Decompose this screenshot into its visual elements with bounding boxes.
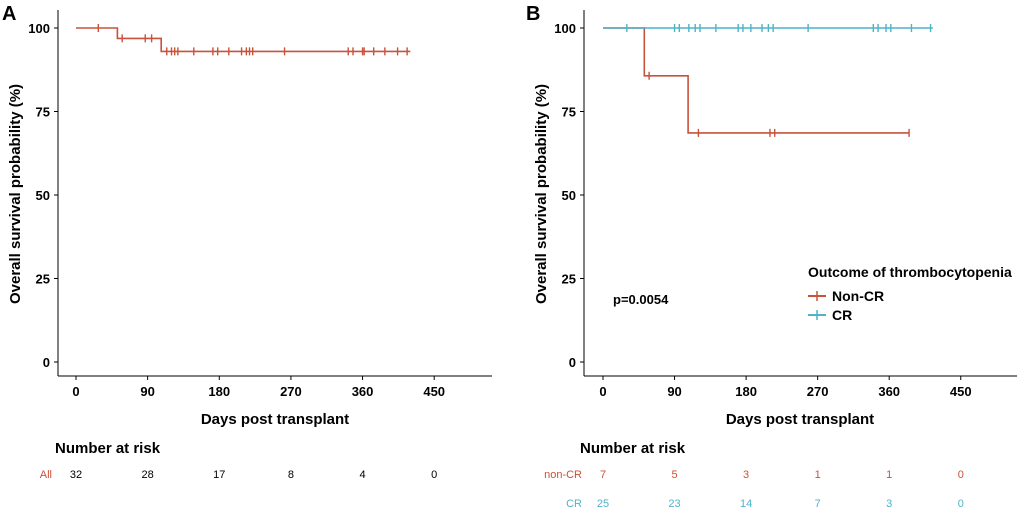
panel-b-x-tick-label-0: 0 [599, 384, 606, 399]
panel-a-x-tick-label-360: 360 [352, 384, 374, 399]
panel-b-risk-value: 0 [958, 469, 964, 481]
panel-b-risk-value: 1 [815, 469, 821, 481]
p-value: p=0.0054 [613, 292, 669, 307]
panel-a-y-axis-title: Overall survival probability (%) [7, 84, 24, 304]
panel-b-risk-value: 23 [668, 498, 680, 510]
panel-b-risk-value: 1 [886, 469, 892, 481]
panel-b-x-tick-label-450: 450 [950, 384, 972, 399]
panel-b-x-axis-title: Days post transplant [726, 411, 874, 428]
panel-a-x-tick-label-180: 180 [208, 384, 230, 399]
panel-b-y-tick-label-0: 0 [569, 355, 576, 370]
panel-a-x-axis-title: Days post transplant [201, 411, 349, 428]
panel-a: A 0 25 50 75 100 0 90 180 270 360 450 Days post tr… [2, 3, 492, 481]
panel-b-y-axis-title: Overall survival probability (%) [533, 84, 550, 304]
panel-a-x-tick-label-0: 0 [72, 384, 79, 399]
panel-a-plot: 0 25 50 75 100 0 90 180 270 360 450 [28, 10, 492, 399]
legend-cr-label: CR [832, 307, 852, 323]
panel-a-x-tick-label-450: 450 [423, 384, 445, 399]
panel-b-y-tick-label-25: 25 [562, 272, 576, 287]
panel-a-risk-value: 8 [288, 469, 294, 481]
panel-a-risk-row-label: All [40, 469, 52, 481]
panel-b-y-tick-label-50: 50 [562, 188, 576, 203]
legend-item-cr: CR [808, 307, 852, 323]
panel-b-risk-value: 14 [740, 498, 752, 510]
panel-b-risk-value: 25 [597, 498, 609, 510]
legend-item-noncr: Non-CR [808, 288, 884, 304]
panel-a-y-tick-label-25: 25 [36, 272, 50, 287]
panel-b-risk-title: Number at risk [580, 440, 686, 457]
panel-a-series-all-line [76, 27, 411, 53]
panel-b-risk-value: 7 [815, 498, 821, 510]
panel-a-risk-title: Number at risk [55, 440, 161, 457]
panel-a-risk-table: All 32 28 17 8 4 0 [40, 469, 437, 481]
panel-b-risk-value: 3 [886, 498, 892, 510]
legend-title: Outcome of thrombocytopenia [808, 264, 1012, 280]
panel-a-risk-value: 17 [213, 469, 225, 481]
panel-b-y-tick-label-100: 100 [554, 21, 576, 36]
panel-a-x-tick-label-90: 90 [140, 384, 154, 399]
panel-b-y-tick-label-75: 75 [562, 105, 576, 120]
panel-b-x-tick-label-360: 360 [878, 384, 900, 399]
panel-b-risk-value: 0 [958, 498, 964, 510]
panel-b-risk-row-label: non-CR [544, 469, 582, 481]
panel-a-risk-value: 0 [431, 469, 437, 481]
panel-a-risk-value: 32 [70, 469, 82, 481]
panel-b-risk-table: non-CR 7 5 3 1 1 0 CR 25 23 14 7 3 0 [544, 469, 964, 510]
panel-b-risk-value: 3 [743, 469, 749, 481]
panel-a-y-tick-label-100: 100 [28, 21, 50, 36]
panel-b-x-tick-label-270: 270 [807, 384, 829, 399]
panel-b-plot: 0 25 50 75 100 0 90 180 270 360 450 [554, 10, 1017, 399]
panel-a-risk-value: 4 [359, 469, 365, 481]
panel-a-y-tick-label-75: 75 [36, 105, 50, 120]
legend-noncr-label: Non-CR [832, 288, 884, 304]
panel-b-risk-value: 7 [600, 469, 606, 481]
legend: Outcome of thrombocytopenia Non-CR CR [808, 264, 1012, 323]
panel-b-risk-value: 5 [671, 469, 677, 481]
panel-b-x-tick-label-90: 90 [667, 384, 681, 399]
panel-b-x-tick-label-180: 180 [735, 384, 757, 399]
panel-a-y-tick-label-50: 50 [36, 188, 50, 203]
panel-a-x-tick-label-270: 270 [280, 384, 302, 399]
panel-b-risk-row-label: CR [566, 498, 582, 510]
panel-a-risk-value: 28 [142, 469, 154, 481]
panel-a-y-tick-label-0: 0 [43, 355, 50, 370]
panel-b-series-non-cr-line [603, 27, 910, 134]
panel-b-label: B [526, 3, 540, 25]
panel-a-label: A [2, 3, 16, 25]
